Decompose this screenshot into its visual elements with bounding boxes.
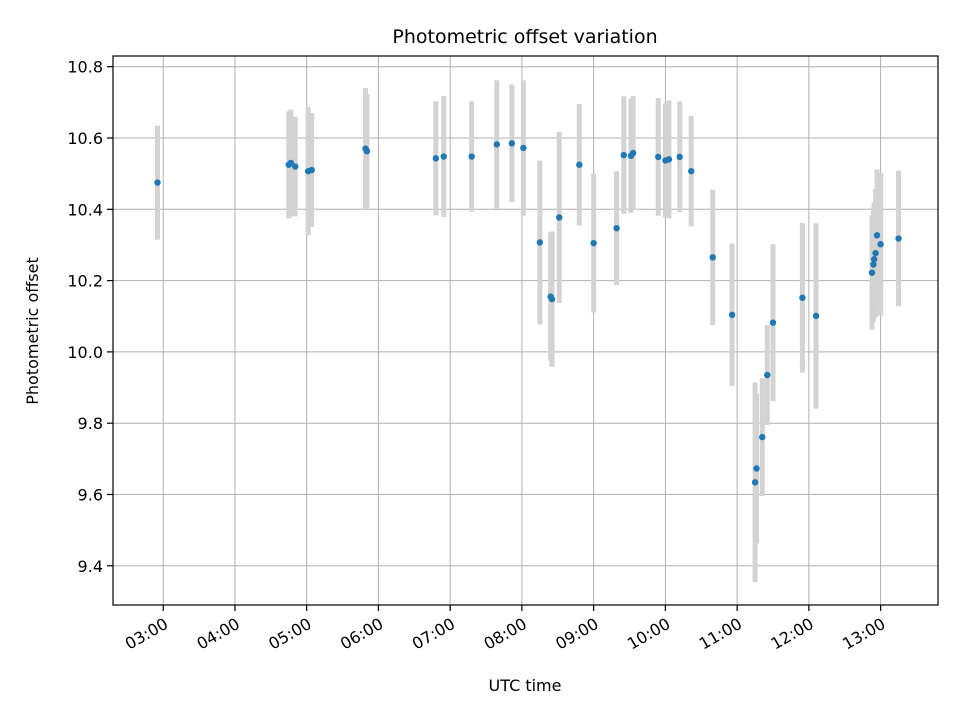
data-point: [613, 224, 620, 232]
data-point: [520, 144, 527, 152]
data-point: [363, 147, 371, 155]
y-tick-label: 10.4: [67, 200, 103, 219]
data-point: [769, 319, 777, 326]
data-point: [870, 256, 878, 263]
data-point: [440, 153, 447, 160]
data-point: [620, 151, 627, 159]
data-point: [308, 166, 315, 174]
x-tick-label: 09:00: [552, 614, 601, 654]
x-tick-label: 06:00: [337, 614, 386, 654]
data-point: [676, 153, 683, 161]
data-point: [292, 163, 299, 170]
data-point: [508, 140, 516, 147]
y-tick-label: 10.0: [67, 343, 103, 362]
data-point: [590, 239, 597, 247]
y-tick-label: 10.2: [67, 272, 103, 291]
y-tick-label: 9.4: [78, 557, 103, 576]
x-tick-label: 13:00: [839, 614, 888, 654]
y-axis: 9.4 9.6 9.8 10.0 10.2 10.4 10.6 10.8: [67, 58, 113, 576]
x-tick-label: 05:00: [265, 614, 314, 654]
x-tick-label: 07:00: [409, 614, 458, 654]
plot-frame: [112, 55, 939, 606]
y-tick-label: 10.8: [67, 58, 103, 77]
y-tick-label: 9.8: [78, 414, 103, 433]
data-point: [556, 214, 563, 221]
data-point: [753, 465, 760, 472]
data-point: [751, 479, 759, 486]
data-point: [764, 371, 771, 379]
data-point: [877, 241, 884, 248]
data-point: [493, 141, 501, 148]
data-point: [870, 261, 877, 268]
y-axis-label: Photometric offset: [23, 257, 42, 405]
data-point: [655, 153, 662, 161]
data-point: [868, 269, 876, 276]
x-tick-label: 04:00: [194, 614, 243, 654]
x-axis-label: UTC time: [489, 676, 562, 695]
y-tick-label: 10.6: [67, 129, 103, 148]
data-point: [873, 232, 881, 239]
data-point: [154, 179, 161, 186]
data-point: [872, 249, 879, 257]
data-point: [548, 295, 556, 303]
y-tick-label: 9.6: [78, 485, 103, 504]
data-point: [287, 159, 295, 167]
data-point: [812, 312, 820, 320]
data-point: [759, 433, 766, 441]
data-point: [895, 235, 902, 242]
x-tick-label: 12:00: [767, 614, 816, 654]
x-axis: 03:00 04:00 05:00 06:00 07:00 08:00 09:00 10:00…: [122, 605, 889, 654]
chart-title: Photometric offset variation: [392, 26, 657, 48]
x-tick-label: 03:00: [122, 614, 171, 654]
data-point: [728, 311, 736, 319]
data-point: [432, 155, 440, 162]
data-point: [799, 294, 806, 301]
x-tick-label: 11:00: [696, 614, 745, 654]
data-point: [665, 156, 673, 163]
x-tick-label: 10:00: [624, 614, 673, 654]
data-point: [536, 239, 544, 246]
data-point: [688, 167, 695, 175]
data-point: [709, 254, 716, 261]
data-point: [629, 149, 637, 157]
data-point: [576, 161, 583, 168]
data-point: [468, 153, 475, 160]
x-tick-label: 08:00: [480, 614, 529, 654]
data-points: [154, 140, 902, 486]
